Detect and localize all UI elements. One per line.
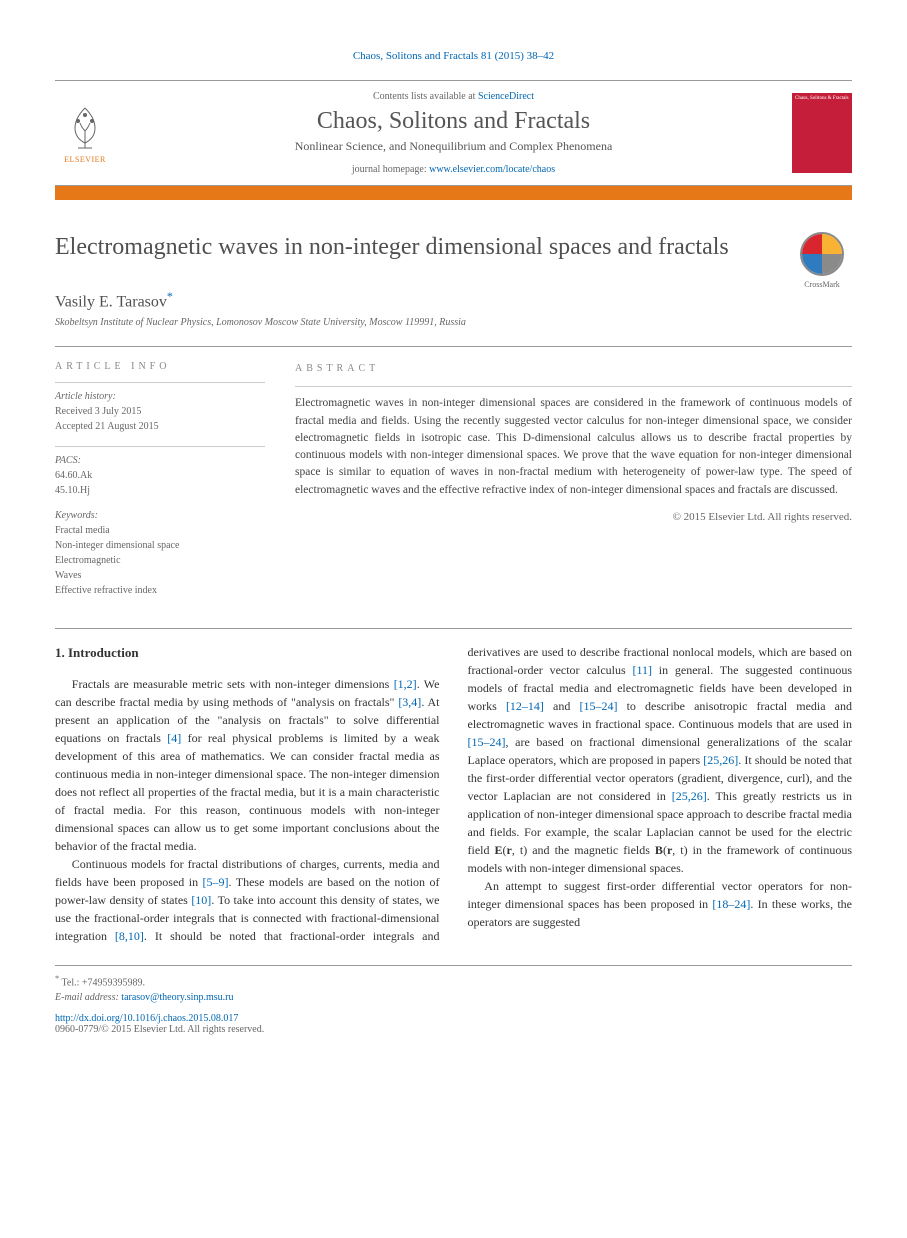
- corresp-marker[interactable]: *: [167, 289, 173, 303]
- journal-header: ELSEVIER Contents lists available at Sci…: [55, 80, 852, 186]
- keyword: Effective refractive index: [55, 583, 265, 598]
- keyword: Fractal media: [55, 523, 265, 538]
- citation-line: Chaos, Solitons and Fractals 81 (2015) 3…: [55, 50, 852, 62]
- author-line: Vasily E. Tarasov*: [55, 289, 852, 311]
- received-date: Received 3 July 2015: [55, 404, 265, 419]
- journal-title: Chaos, Solitons and Fractals: [127, 108, 780, 135]
- corresp-tel: * Tel.: +74959395989.: [55, 974, 852, 988]
- abstract-column: ABSTRACT Electromagnetic waves in non-in…: [295, 361, 852, 598]
- pacs-code: 64.60.Ak: [55, 468, 265, 483]
- issn-line: 0960-0779/© 2015 Elsevier Ltd. All right…: [55, 1024, 852, 1035]
- abstract-heading: ABSTRACT: [295, 361, 852, 376]
- elsevier-logo: ELSEVIER: [55, 103, 115, 164]
- doi-line: http://dx.doi.org/10.1016/j.chaos.2015.0…: [55, 1013, 852, 1024]
- homepage-line: journal homepage: www.elsevier.com/locat…: [127, 164, 780, 175]
- ref-link[interactable]: [8,10]: [115, 929, 144, 943]
- info-heading: ARTICLE INFO: [55, 361, 265, 372]
- doi-link[interactable]: http://dx.doi.org/10.1016/j.chaos.2015.0…: [55, 1013, 238, 1024]
- crossmark-label: CrossMark: [792, 280, 852, 289]
- contents-available: Contents lists available at ScienceDirec…: [127, 91, 780, 102]
- body-paragraph: An attempt to suggest first-order differ…: [468, 877, 853, 931]
- journal-subtitle: Nonlinear Science, and Nonequilibrium an…: [127, 139, 780, 154]
- ref-link[interactable]: [18–24]: [712, 897, 750, 911]
- abstract-copyright: © 2015 Elsevier Ltd. All rights reserved…: [295, 509, 852, 526]
- pacs-label: PACS:: [55, 455, 265, 466]
- ref-link[interactable]: [10]: [191, 893, 211, 907]
- article-title: Electromagnetic waves in non-integer dim…: [55, 232, 772, 262]
- ref-link[interactable]: [25,26]: [703, 753, 738, 767]
- article-info-column: ARTICLE INFO Article history: Received 3…: [55, 361, 265, 598]
- ref-link[interactable]: [25,26]: [672, 789, 707, 803]
- body-columns: 1. Introduction Fractals are measurable …: [55, 643, 852, 945]
- contents-prefix: Contents lists available at: [373, 91, 478, 102]
- ref-link[interactable]: [4]: [167, 731, 181, 745]
- elsevier-label: ELSEVIER: [64, 155, 106, 164]
- divider-mid: [55, 628, 852, 629]
- keyword: Electromagnetic: [55, 553, 265, 568]
- body-paragraph: Fractals are measurable metric sets with…: [55, 675, 440, 855]
- homepage-prefix: journal homepage:: [352, 164, 429, 175]
- homepage-link[interactable]: www.elsevier.com/locate/chaos: [429, 164, 555, 175]
- pacs-code: 45.10.Hj: [55, 483, 265, 498]
- orange-divider-bar: [55, 186, 852, 200]
- sciencedirect-link[interactable]: ScienceDirect: [478, 91, 534, 102]
- section-heading: 1. Introduction: [55, 643, 440, 663]
- keyword: Non-integer dimensional space: [55, 538, 265, 553]
- keyword: Waves: [55, 568, 265, 583]
- author-name: Vasily E. Tarasov: [55, 293, 167, 310]
- accepted-date: Accepted 21 August 2015: [55, 419, 265, 434]
- journal-cover-thumb: Chaos, Solitons & Fractals: [792, 93, 852, 173]
- abstract-text: Electromagnetic waves in non-integer dim…: [295, 395, 852, 499]
- email-link[interactable]: tarasov@theory.sinp.msu.ru: [121, 992, 233, 1003]
- elsevier-tree-icon: [60, 103, 110, 153]
- ref-link[interactable]: [3,4]: [398, 695, 421, 709]
- crossmark-badge[interactable]: CrossMark: [792, 232, 852, 289]
- divider-top: [55, 346, 852, 347]
- ref-link[interactable]: [5–9]: [203, 875, 229, 889]
- ref-link[interactable]: [12–14]: [506, 699, 544, 713]
- history-label: Article history:: [55, 391, 265, 402]
- ref-link[interactable]: [1,2]: [394, 677, 417, 691]
- corresp-email: E-mail address: tarasov@theory.sinp.msu.…: [55, 992, 852, 1003]
- affiliation: Skobeltsyn Institute of Nuclear Physics,…: [55, 317, 852, 328]
- cover-thumb-text: Chaos, Solitons & Fractals: [792, 93, 852, 105]
- ref-link[interactable]: [15–24]: [468, 735, 506, 749]
- ref-link[interactable]: [15–24]: [579, 699, 617, 713]
- keywords-label: Keywords:: [55, 510, 265, 521]
- footer-block: * Tel.: +74959395989. E-mail address: ta…: [55, 965, 852, 1035]
- ref-link[interactable]: [11]: [632, 663, 652, 677]
